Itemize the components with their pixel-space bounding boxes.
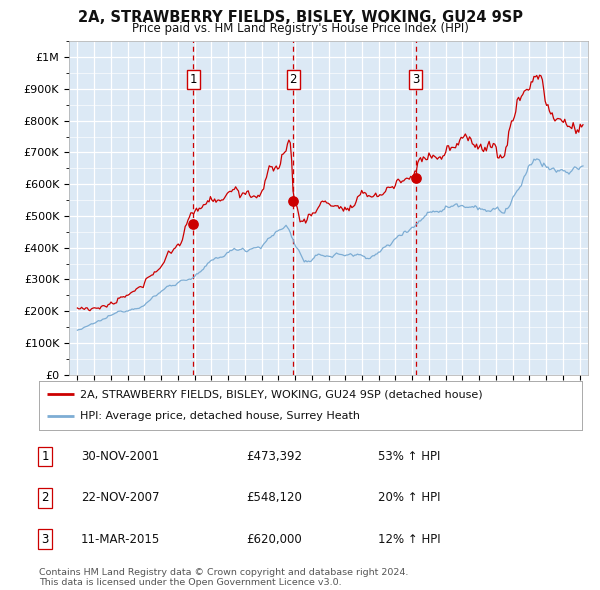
Text: 2A, STRAWBERRY FIELDS, BISLEY, WOKING, GU24 9SP (detached house): 2A, STRAWBERRY FIELDS, BISLEY, WOKING, G… [80, 389, 482, 399]
Text: 12% ↑ HPI: 12% ↑ HPI [378, 533, 440, 546]
Point [289, 196, 298, 205]
Text: Price paid vs. HM Land Registry's House Price Index (HPI): Price paid vs. HM Land Registry's House … [131, 22, 469, 35]
Text: 2A, STRAWBERRY FIELDS, BISLEY, WOKING, GU24 9SP: 2A, STRAWBERRY FIELDS, BISLEY, WOKING, G… [77, 10, 523, 25]
Text: 11-MAR-2015: 11-MAR-2015 [81, 533, 160, 546]
Text: 3: 3 [412, 73, 419, 86]
Text: 22-NOV-2007: 22-NOV-2007 [81, 491, 160, 504]
Text: HPI: Average price, detached house, Surrey Heath: HPI: Average price, detached house, Surr… [80, 411, 360, 421]
Text: £620,000: £620,000 [246, 533, 302, 546]
Text: 2: 2 [41, 491, 49, 504]
Text: £473,392: £473,392 [246, 450, 302, 463]
Text: Contains HM Land Registry data © Crown copyright and database right 2024.
This d: Contains HM Land Registry data © Crown c… [39, 568, 409, 587]
Point [411, 173, 421, 182]
Text: 1: 1 [190, 73, 197, 86]
Text: 53% ↑ HPI: 53% ↑ HPI [378, 450, 440, 463]
Text: 2: 2 [290, 73, 297, 86]
Text: 30-NOV-2001: 30-NOV-2001 [81, 450, 159, 463]
Text: £548,120: £548,120 [246, 491, 302, 504]
Text: 3: 3 [41, 533, 49, 546]
Text: 20% ↑ HPI: 20% ↑ HPI [378, 491, 440, 504]
Point [188, 219, 198, 229]
Text: 1: 1 [41, 450, 49, 463]
